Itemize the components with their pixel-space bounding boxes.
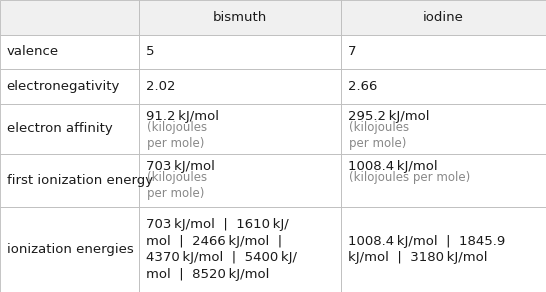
Bar — [341, 0, 546, 34]
Bar — [0, 154, 139, 207]
Bar — [341, 104, 546, 154]
Bar — [341, 154, 546, 207]
Bar — [0, 0, 139, 34]
Text: ionization energies: ionization energies — [7, 243, 133, 256]
Bar — [139, 154, 341, 207]
Text: 703 kJ/mol: 703 kJ/mol — [146, 160, 215, 173]
Text: (kilojoules
per mole): (kilojoules per mole) — [147, 171, 207, 200]
Bar — [341, 34, 546, 69]
Text: 91.2 kJ/mol: 91.2 kJ/mol — [146, 110, 219, 123]
Text: first ionization energy: first ionization energy — [7, 174, 153, 187]
Text: iodine: iodine — [423, 11, 464, 24]
Bar — [341, 207, 546, 292]
Text: 1008.4 kJ/mol  |  1845.9
kJ/mol  |  3180 kJ/mol: 1008.4 kJ/mol | 1845.9 kJ/mol | 3180 kJ/… — [348, 235, 505, 265]
Text: electronegativity: electronegativity — [7, 80, 120, 93]
Text: bismuth: bismuth — [213, 11, 268, 24]
Bar — [139, 207, 341, 292]
Text: 295.2 kJ/mol: 295.2 kJ/mol — [348, 110, 429, 123]
Bar — [341, 69, 546, 104]
Text: (kilojoules per mole): (kilojoules per mole) — [349, 171, 471, 184]
Text: (kilojoules
per mole): (kilojoules per mole) — [349, 121, 410, 150]
Text: 5: 5 — [146, 45, 155, 58]
Bar — [139, 0, 341, 34]
Text: electron affinity: electron affinity — [7, 122, 112, 135]
Text: (kilojoules
per mole): (kilojoules per mole) — [147, 121, 207, 150]
Bar — [139, 104, 341, 154]
Text: 2.66: 2.66 — [348, 80, 377, 93]
Bar — [0, 104, 139, 154]
Bar — [0, 207, 139, 292]
Bar — [0, 34, 139, 69]
Bar — [0, 69, 139, 104]
Text: 1008.4 kJ/mol: 1008.4 kJ/mol — [348, 160, 437, 173]
Text: 703 kJ/mol  |  1610 kJ/
mol  |  2466 kJ/mol  |
4370 kJ/mol  |  5400 kJ/
mol  |  : 703 kJ/mol | 1610 kJ/ mol | 2466 kJ/mol … — [146, 218, 297, 281]
Bar — [139, 34, 341, 69]
Text: valence: valence — [7, 45, 58, 58]
Text: 7: 7 — [348, 45, 357, 58]
Bar — [139, 69, 341, 104]
Text: 2.02: 2.02 — [146, 80, 175, 93]
